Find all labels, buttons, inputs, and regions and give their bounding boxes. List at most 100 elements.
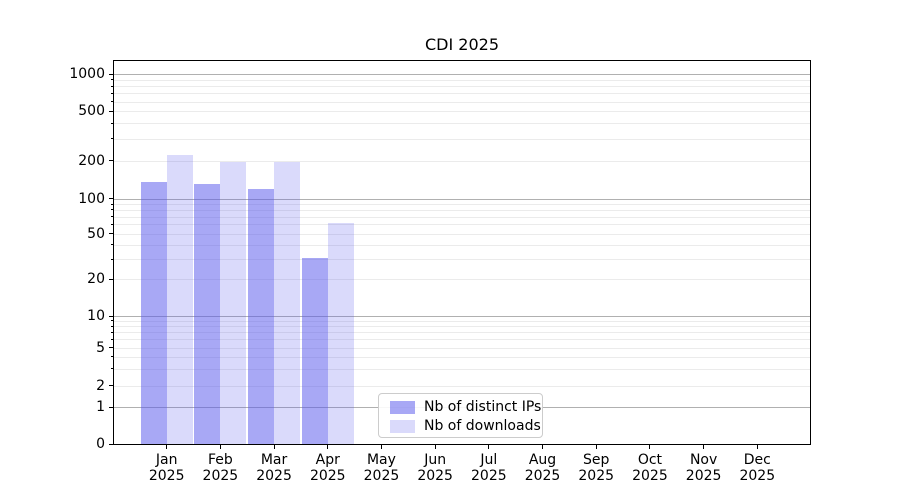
- gridline-minor: [114, 111, 810, 113]
- x-tick-label: Jul 2025: [471, 452, 507, 484]
- y-minor-tick-mark: [110, 320, 113, 322]
- gridline-minor: [114, 209, 810, 211]
- y-minor-tick-mark: [110, 356, 113, 358]
- y-tick-mark: [109, 110, 113, 112]
- chart-title: CDI 2025: [424, 35, 499, 54]
- gridline-minor: [114, 204, 810, 206]
- y-tick-mark: [109, 73, 113, 75]
- y-tick-label: 10: [87, 308, 105, 324]
- gridline-minor: [114, 385, 810, 387]
- gridline-minor: [114, 326, 810, 328]
- gridline-minor: [114, 339, 810, 341]
- gridline-minor: [114, 216, 810, 218]
- y-tick-label: 50: [87, 225, 105, 242]
- gridline-major: [114, 316, 810, 317]
- y-tick-label: 5: [96, 339, 105, 356]
- y-tick-mark: [109, 198, 113, 200]
- x-tick-mark: [649, 445, 651, 449]
- gridline-minor: [114, 332, 810, 334]
- y-minor-tick-mark: [110, 216, 113, 218]
- gridline-major: [114, 198, 810, 200]
- y-minor-tick-mark: [110, 122, 113, 124]
- legend-label-downloads: Nb of downloads: [424, 418, 541, 434]
- y-tick-label: 100: [78, 190, 105, 207]
- x-tick-label: Sep 2025: [578, 452, 615, 484]
- x-tick-label: Feb 2025: [202, 452, 239, 484]
- gridline-minor: [114, 101, 810, 103]
- gridline-minor: [114, 320, 810, 322]
- plot-area: Nb of distinct IPs Nb of downloads: [113, 60, 811, 445]
- y-tick-mark: [109, 233, 113, 235]
- bar-downloads: [220, 161, 247, 444]
- gridline-minor: [114, 93, 810, 95]
- y-minor-tick-mark: [110, 223, 113, 225]
- gridline-minor: [114, 123, 810, 125]
- y-minor-tick-mark: [110, 209, 113, 211]
- x-tick-mark: [273, 445, 275, 449]
- y-minor-tick-mark: [110, 325, 113, 327]
- x-tick-label: Apr 2025: [309, 452, 346, 484]
- y-minor-tick-mark: [110, 331, 113, 333]
- gridline-minor: [114, 259, 810, 261]
- x-tick-label: Oct 2025: [632, 452, 668, 484]
- y-tick-label: 2: [96, 377, 105, 394]
- y-tick-mark: [109, 347, 113, 349]
- x-tick-mark: [166, 445, 168, 449]
- y-tick-label: 0: [96, 436, 105, 452]
- x-tick-label: Dec 2025: [739, 452, 776, 484]
- gridline-minor: [114, 279, 810, 281]
- y-tick-mark: [109, 385, 113, 387]
- bar-distinct-ips: [248, 188, 275, 444]
- bar-distinct-ips: [301, 257, 328, 444]
- legend-swatch-downloads: [390, 419, 415, 433]
- bar-downloads: [166, 155, 193, 444]
- x-tick-label: Jun 2025: [417, 452, 453, 484]
- gridline-minor: [114, 160, 810, 162]
- gridline-major: [114, 74, 810, 76]
- bar-distinct-ips: [140, 182, 167, 444]
- y-tick-mark: [109, 443, 113, 445]
- bar-distinct-ips: [194, 184, 221, 444]
- y-tick-label: 1: [96, 399, 105, 416]
- y-tick-mark: [109, 315, 113, 317]
- x-tick-mark: [488, 445, 490, 449]
- gridline-minor: [114, 244, 810, 246]
- legend-swatch-distinct-ips: [390, 400, 415, 414]
- legend-entry-downloads: Nb of downloads: [390, 417, 541, 435]
- x-tick-mark: [327, 445, 329, 449]
- legend-label-distinct-ips: Nb of distinct IPs: [424, 399, 542, 415]
- x-tick-mark: [703, 445, 705, 449]
- x-tick-label: May 2025: [363, 452, 400, 484]
- gridline-minor: [114, 224, 810, 226]
- gridline-minor: [114, 79, 810, 81]
- y-tick-label: 20: [87, 271, 105, 288]
- y-minor-tick-mark: [110, 101, 113, 103]
- y-minor-tick-mark: [110, 244, 113, 246]
- y-minor-tick-mark: [110, 138, 113, 140]
- y-minor-tick-mark: [110, 258, 113, 260]
- x-tick-mark: [434, 445, 436, 449]
- y-tick-mark: [109, 406, 113, 408]
- x-tick-mark: [380, 445, 382, 449]
- y-minor-tick-mark: [110, 203, 113, 205]
- bar-downloads: [274, 161, 301, 444]
- y-tick-label: 1000: [69, 66, 105, 83]
- legend-entry-distinct-ips: Nb of distinct IPs: [390, 398, 541, 416]
- x-tick-mark: [219, 445, 221, 449]
- x-tick-label: Nov 2025: [685, 452, 722, 484]
- x-tick-mark: [756, 445, 758, 449]
- y-minor-tick-mark: [110, 79, 113, 81]
- y-tick-label: 200: [78, 152, 105, 169]
- x-tick-mark: [542, 445, 544, 449]
- y-minor-tick-mark: [110, 85, 113, 87]
- x-tick-mark: [595, 445, 597, 449]
- legend: Nb of distinct IPs Nb of downloads: [378, 393, 543, 438]
- y-minor-tick-mark: [110, 92, 113, 94]
- y-tick-mark: [109, 160, 113, 162]
- gridline-minor: [114, 86, 810, 88]
- y-minor-tick-mark: [110, 368, 113, 370]
- gridline-minor: [114, 368, 810, 370]
- gridline-minor: [114, 138, 810, 140]
- bar-downloads: [327, 222, 354, 444]
